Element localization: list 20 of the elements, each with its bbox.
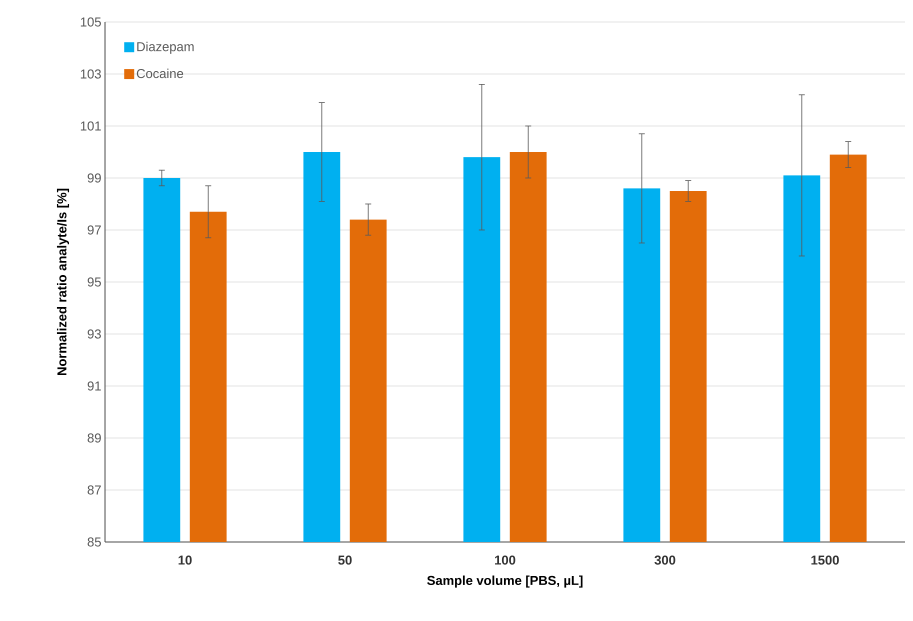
x-tick-label: 10 <box>178 556 192 565</box>
y-tick-label: 97 <box>88 225 101 235</box>
y-tick-label: 99 <box>88 173 101 183</box>
x-tick-label: 50 <box>338 556 352 565</box>
x-axis-title: Sample volume [PBS, µL] <box>427 576 582 588</box>
legend-label: Diazepam <box>137 42 194 54</box>
x-tick-label: 1500 <box>811 556 839 565</box>
y-tick-label: 85 <box>88 537 101 547</box>
y-tick-label: 105 <box>80 17 101 27</box>
y-tick-label: 93 <box>88 329 101 339</box>
y-tick-label: 103 <box>80 69 101 79</box>
legend-label: Cocaine <box>136 68 184 78</box>
x-tick-label: 300 <box>654 556 676 565</box>
y-tick-label: 87 <box>88 485 101 495</box>
y-tick-label: 91 <box>88 381 101 391</box>
y-tick-label: 95 <box>88 277 101 287</box>
y-tick-label: 101 <box>80 121 101 131</box>
x-tick-label: 100 <box>495 556 516 565</box>
y-axis-title: Normalized ratio analyte/Is [%] <box>56 188 70 376</box>
y-tick-label: 89 <box>88 433 101 443</box>
